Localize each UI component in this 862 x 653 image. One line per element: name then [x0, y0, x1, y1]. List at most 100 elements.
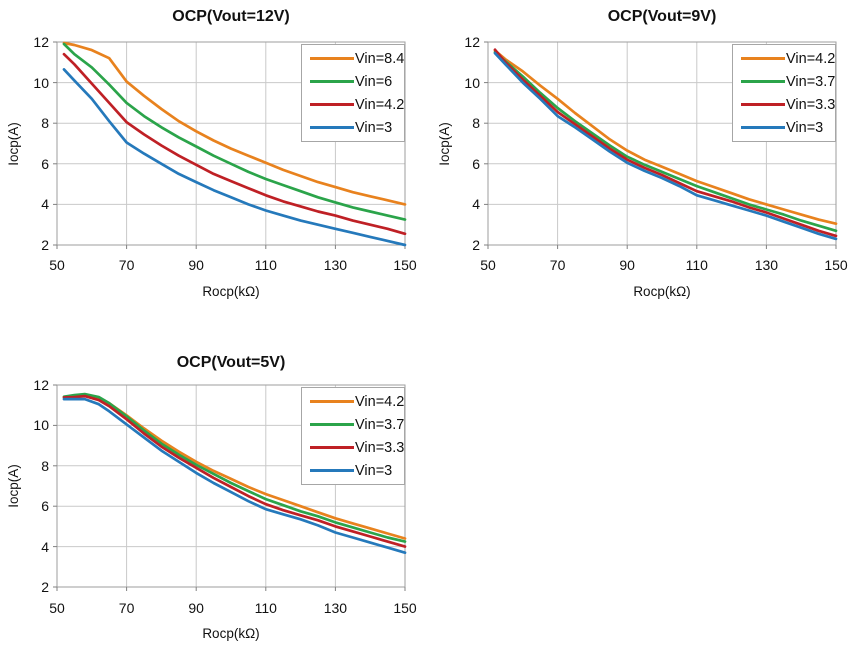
legend: Vin=8.4 Vin=6 Vin=4.2 Vin=3 [301, 44, 405, 142]
x-tick-label: 70 [118, 257, 135, 273]
legend-item: Vin=4.2 [733, 51, 835, 67]
y-tick-label: 2 [472, 237, 480, 253]
chart-ocp-vout-12v: OCP(Vout=12V) Iocp(A) Rocp(kΩ) Vin=8.4 Vi… [0, 0, 431, 315]
y-tick-label: 10 [33, 74, 49, 91]
plot-area [484, 41, 838, 249]
legend-item: Vin=3.3 [733, 97, 835, 113]
x-tick-label: 70 [118, 600, 135, 616]
legend-label: Vin=4.2 [355, 96, 405, 113]
legend-line-swatch [741, 126, 785, 129]
plot-area [53, 41, 407, 249]
series-line-vin-3.7 [493, 50, 838, 233]
plot-border [56, 384, 406, 588]
legend: Vin=4.2 Vin=3.7 Vin=3.3 Vin=3 [301, 387, 405, 485]
series-line-vin-3 [62, 68, 407, 247]
legend-label: Vin=3.3 [355, 439, 405, 456]
x-tick-label: 130 [323, 257, 348, 273]
legend-item: Vin=6 [302, 74, 404, 90]
y-tick-label: 4 [472, 196, 480, 213]
legend-line-swatch [310, 400, 354, 403]
legend-line-swatch [310, 469, 354, 472]
legend-label: Vin=3 [355, 462, 393, 479]
x-tick-label: 50 [49, 257, 65, 273]
y-tick-label: 6 [41, 155, 49, 172]
legend-line-swatch [310, 80, 354, 83]
y-tick-label: 8 [41, 457, 49, 474]
legend-line-swatch [310, 446, 354, 449]
plot-border [487, 41, 837, 246]
legend-item: Vin=3 [302, 463, 404, 479]
x-axis-label: Rocp(kΩ) [202, 284, 260, 299]
x-axis-label: Rocp(kΩ) [202, 626, 260, 641]
legend-line-swatch [741, 57, 785, 60]
chart-title: OCP(Vout=5V) [176, 354, 286, 371]
series-line-vin-3.7 [62, 392, 407, 543]
legend-label: Vin=3 [355, 119, 393, 136]
x-tick-label: 50 [49, 600, 65, 616]
y-tick-label: 12 [33, 34, 49, 50]
y-tick-label: 2 [41, 579, 49, 595]
legend-line-swatch [310, 103, 354, 106]
legend-item: Vin=3.7 [302, 417, 404, 433]
series-line-vin-8.4 [62, 41, 407, 206]
y-tick-label: 12 [33, 377, 49, 393]
x-tick-label: 90 [188, 600, 204, 616]
series-line-vin-4.2 [62, 52, 407, 236]
legend: Vin=4.2 Vin=3.7 Vin=3.3 Vin=3 [732, 44, 836, 142]
x-tick-label: 110 [254, 257, 277, 273]
x-tick-label: 110 [254, 600, 277, 616]
series-line-vin-6 [62, 42, 407, 221]
legend-label: Vin=3.7 [355, 416, 405, 433]
legend-label: Vin=3.7 [786, 73, 836, 90]
chart-ocp-vout-9v: OCP(Vout=9V) Iocp(A) Rocp(kΩ) Vin=4.2 Vin… [431, 0, 862, 315]
series-line-vin-3 [493, 51, 838, 241]
legend-label: Vin=3.3 [786, 96, 836, 113]
y-tick-label: 2 [41, 237, 49, 253]
y-tick-label: 6 [472, 155, 480, 172]
legend-item: Vin=8.4 [302, 51, 404, 67]
legend-item: Vin=4.2 [302, 97, 404, 113]
legend-item: Vin=3.3 [302, 440, 404, 456]
legend-label: Vin=3 [786, 119, 824, 136]
legend-line-swatch [741, 80, 785, 83]
legend-label: Vin=4.2 [355, 393, 405, 410]
plot-border [56, 41, 406, 246]
legend-item: Vin=3.7 [733, 74, 835, 90]
legend-line-swatch [741, 103, 785, 106]
y-tick-label: 10 [464, 74, 480, 91]
chart-ocp-vout-5v: OCP(Vout=5V) Iocp(A) Rocp(kΩ) Vin=4.2 Vin… [0, 330, 431, 653]
legend-item: Vin=3 [302, 120, 404, 136]
x-tick-label: 150 [393, 600, 417, 616]
x-tick-label: 90 [188, 257, 204, 273]
x-tick-label: 150 [824, 257, 848, 273]
legend-line-swatch [310, 423, 354, 426]
legend-line-swatch [310, 126, 354, 129]
legend-line-swatch [310, 57, 354, 60]
x-tick-label: 130 [754, 257, 779, 273]
legend-label: Vin=6 [355, 73, 393, 90]
x-tick-label: 130 [323, 600, 348, 616]
y-tick-label: 10 [33, 417, 49, 434]
x-tick-label: 70 [549, 257, 566, 273]
x-axis-label: Rocp(kΩ) [633, 284, 691, 299]
x-tick-label: 150 [393, 257, 417, 273]
y-tick-label: 4 [41, 196, 49, 213]
y-tick-label: 6 [41, 498, 49, 515]
legend-label: Vin=8.4 [355, 50, 405, 67]
series-line-vin-3.3 [493, 48, 838, 238]
series-line-vin-3.3 [62, 394, 407, 548]
x-tick-label: 110 [685, 257, 708, 273]
legend-label: Vin=4.2 [786, 50, 836, 67]
y-tick-label: 12 [464, 34, 480, 50]
series-line-vin-3 [62, 397, 407, 555]
y-tick-label: 8 [41, 115, 49, 132]
y-tick-label: 4 [41, 538, 49, 555]
y-tick-label: 8 [472, 115, 480, 132]
x-tick-label: 50 [480, 257, 496, 273]
legend-item: Vin=4.2 [302, 394, 404, 410]
chart-title: OCP(Vout=9V) [607, 8, 717, 25]
series-line-vin-4.2 [493, 49, 838, 226]
chart-title: OCP(Vout=12V) [172, 8, 290, 25]
legend-item: Vin=3 [733, 120, 835, 136]
